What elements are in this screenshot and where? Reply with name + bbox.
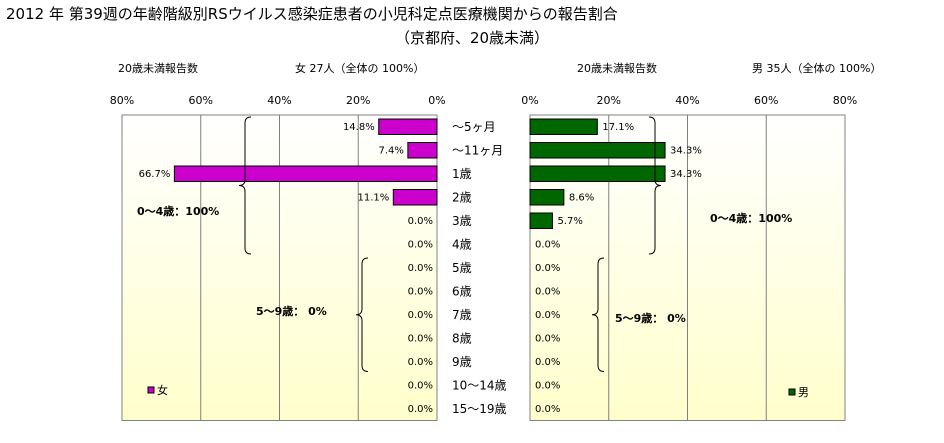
left-header-count-label: 20歳未満報告数 <box>118 62 198 75</box>
data-label-right: 17.1% <box>602 122 634 133</box>
right-header-count-label: 20歳未満報告数 <box>577 62 657 75</box>
category-label: 9歳 <box>452 355 472 369</box>
data-label-right: 0.0% <box>535 381 560 392</box>
data-label-left: 7.4% <box>378 146 403 157</box>
category-label: 5歳 <box>452 261 472 275</box>
data-label-left: 0.0% <box>408 334 433 345</box>
tick-label-right: 20% <box>597 94 621 107</box>
bracket-left <box>238 116 252 255</box>
annotation-age-5-9-left: 5～9歳： 0% <box>256 304 327 318</box>
bar-right <box>529 165 666 182</box>
data-label-left: 11.1% <box>358 193 390 204</box>
data-label-right: 0.0% <box>535 310 560 321</box>
legend-swatch-female <box>147 386 155 394</box>
tick-label-right: 0% <box>521 94 538 107</box>
annotation-age-0-4-right: 0～4歳：100% <box>710 211 792 225</box>
data-label-left: 0.0% <box>408 263 433 274</box>
data-label-right: 34.3% <box>670 146 702 157</box>
data-label-right: 0.0% <box>535 334 560 345</box>
legend-label-male: 男 <box>798 386 809 399</box>
category-label: ～11ヶ月 <box>452 144 503 158</box>
bar-right <box>529 142 666 159</box>
annotation-age-0-4-left: 0～4歳：100% <box>137 204 219 218</box>
bar-right <box>529 189 565 206</box>
data-label-left: 0.0% <box>408 357 433 368</box>
chart-subtitle: （京都府、20歳未満） <box>394 29 550 47</box>
category-label: 3歳 <box>452 214 472 228</box>
legend-label-female: 女 <box>157 383 168 397</box>
data-label-left: 0.0% <box>408 310 433 321</box>
bar-left <box>378 118 438 135</box>
category-label: 1歳 <box>452 167 472 181</box>
category-label: 4歳 <box>452 238 472 252</box>
data-label-left: 0.0% <box>408 240 433 251</box>
bar-right <box>529 212 553 229</box>
category-label: 6歳 <box>452 285 472 299</box>
category-label: 10～14歳 <box>452 379 507 393</box>
category-label: 8歳 <box>452 332 472 346</box>
tick-label-left: 40% <box>267 94 291 107</box>
data-label-right: 5.7% <box>557 216 582 227</box>
data-label-right: 0.0% <box>535 263 560 274</box>
bracket-right <box>648 116 662 255</box>
right-header-total: 男 35人（全体の 100%） <box>752 62 882 75</box>
bar-left <box>173 165 438 182</box>
tick-label-right: 40% <box>675 94 699 107</box>
left-header-total: 女 27人（全体の 100%） <box>295 62 425 75</box>
bracket-left <box>355 257 369 372</box>
data-label-right: 0.0% <box>535 240 560 251</box>
bar-left <box>392 189 438 206</box>
data-label-right: 0.0% <box>535 287 560 298</box>
data-label-right: 8.6% <box>569 193 594 204</box>
category-label: 15～19歳 <box>452 402 507 416</box>
tick-label-left: 0% <box>428 94 445 107</box>
data-label-right: 0.0% <box>535 357 560 368</box>
chart-title: 2012 年 第39週の年齢階級別RSウイルス感染症患者の小児科定点医療機関から… <box>6 5 618 23</box>
tick-label-left: 60% <box>189 94 213 107</box>
legend-swatch-male <box>788 388 796 396</box>
tick-label-right: 60% <box>754 94 778 107</box>
data-label-left: 0.0% <box>408 381 433 392</box>
annotation-age-5-9-right: 5～9歳： 0% <box>615 311 686 325</box>
bar-left <box>407 142 438 159</box>
data-label-left: 0.0% <box>408 404 433 415</box>
bracket-right <box>591 257 605 372</box>
category-label: ～5ヶ月 <box>452 120 496 134</box>
data-label-right: 0.0% <box>535 404 560 415</box>
bar-right <box>529 118 598 135</box>
tick-label-right: 80% <box>833 94 857 107</box>
category-label: 7歳 <box>452 308 472 322</box>
data-label-right: 34.3% <box>670 169 702 180</box>
category-label: 2歳 <box>452 191 472 205</box>
data-label-left: 0.0% <box>408 216 433 227</box>
tick-label-left: 80% <box>110 94 134 107</box>
data-label-left: 0.0% <box>408 287 433 298</box>
data-label-left: 66.7% <box>139 169 171 180</box>
tick-label-left: 20% <box>346 94 370 107</box>
data-label-left: 14.8% <box>343 122 375 133</box>
